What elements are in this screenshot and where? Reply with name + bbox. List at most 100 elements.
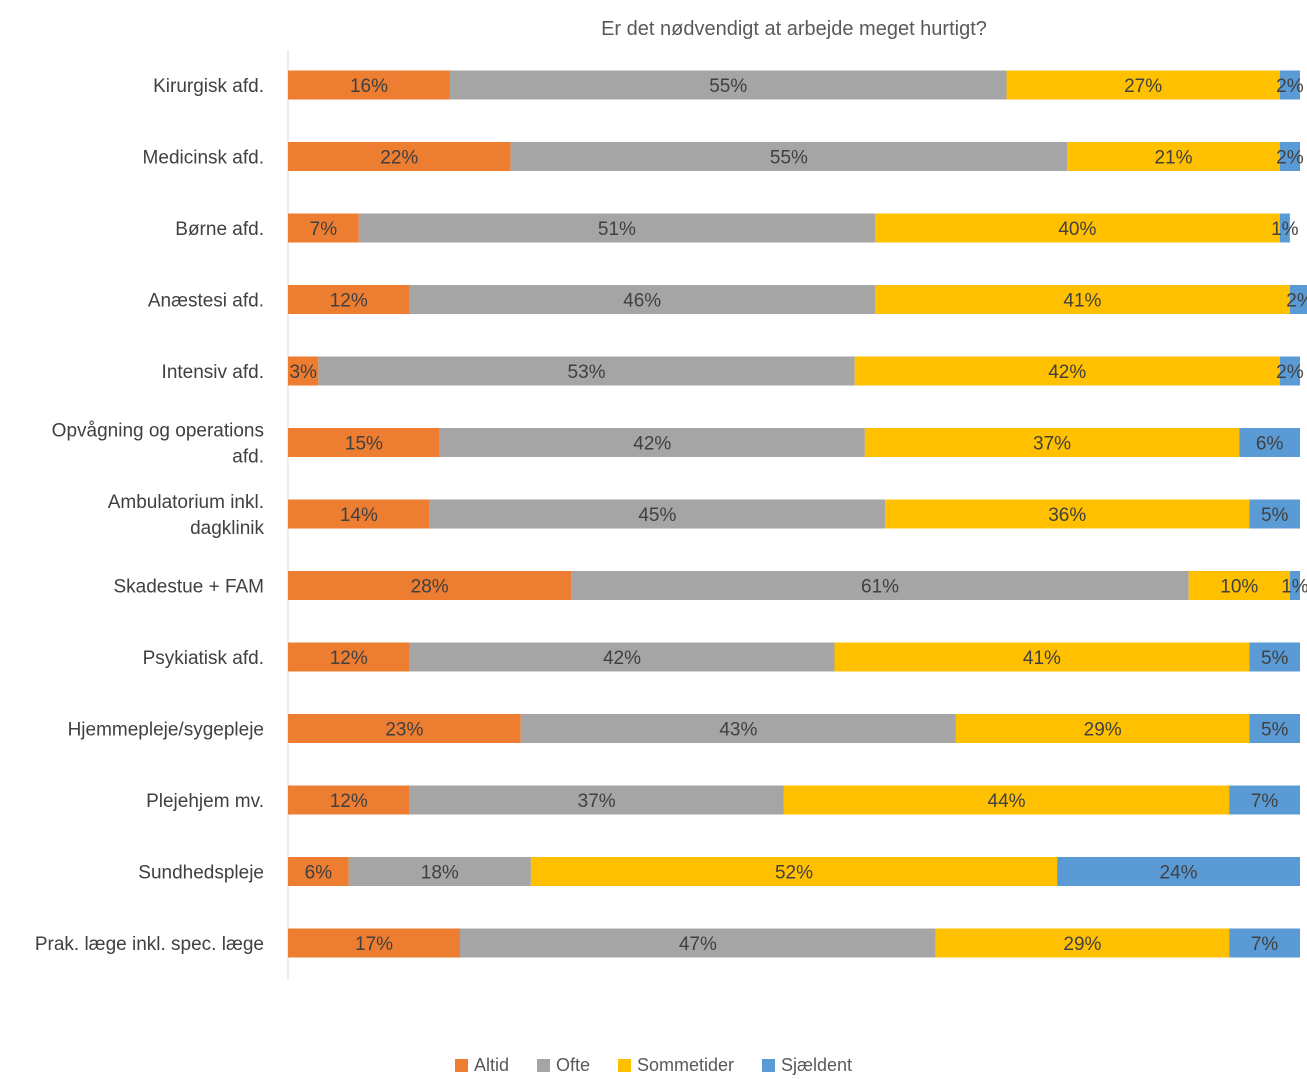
category-label: Opvågning og operations afd.	[52, 421, 264, 468]
data-label: 5%	[1261, 720, 1289, 741]
bar-segment-altid	[288, 428, 440, 457]
data-label: 29%	[1063, 934, 1101, 955]
bar-segment-sjældent	[1229, 785, 1300, 815]
bar-segment-sommetider	[955, 714, 1250, 743]
bar-segment-ofte	[358, 213, 875, 243]
bar-segment-ofte	[571, 571, 1189, 600]
legend-item: Sommetider	[617, 1055, 734, 1076]
legend-item: Ofte	[536, 1055, 590, 1076]
category-label: Ambulatorium inkl. dagklinik	[108, 492, 265, 539]
category-label: Anæstesi afd.	[148, 291, 264, 312]
data-label: 61%	[861, 577, 899, 598]
data-label: 23%	[385, 720, 423, 741]
bar-segment-ofte	[318, 356, 855, 386]
data-label: 28%	[411, 577, 449, 598]
bar-segment-ofte	[409, 285, 875, 314]
bar-segment-sjældent	[1057, 857, 1300, 886]
category-label: Prak. læge inkl. spec. læge	[35, 934, 264, 955]
data-label: 42%	[603, 648, 641, 669]
bar-segment-sjældent	[1239, 428, 1300, 457]
bar-segment-sjældent	[1279, 142, 1300, 171]
data-label: 44%	[988, 791, 1026, 812]
bar-segment-ofte	[409, 785, 784, 815]
bar-segment-sommetider	[783, 785, 1230, 815]
bar-segment-sjældent	[1279, 70, 1300, 100]
data-label: 14%	[340, 505, 378, 526]
data-label: 22%	[380, 148, 418, 169]
bar-segment-sommetider	[854, 356, 1280, 386]
data-label: 2%	[1276, 362, 1304, 383]
bar-segment-altid	[288, 642, 410, 672]
bar-segment-altid	[288, 714, 521, 743]
bar-segment-ofte	[348, 857, 531, 886]
bar-segment-sommetider	[834, 642, 1250, 672]
data-label: 42%	[1048, 362, 1086, 383]
bar-segment-ofte	[510, 142, 1068, 171]
bar-segment-sommetider	[1006, 70, 1280, 100]
data-label: 29%	[1084, 720, 1122, 741]
data-label: 41%	[1063, 291, 1101, 312]
data-label: 7%	[310, 219, 338, 240]
bar-segment-altid	[288, 499, 430, 529]
bar-segment-altid	[288, 285, 410, 314]
bar-segment-sommetider	[530, 857, 1058, 886]
legend-swatch	[617, 1059, 631, 1072]
bar-segment-ofte	[439, 428, 865, 457]
category-label: Kirurgisk afd.	[153, 76, 264, 97]
bar-segment-sommetider	[1188, 571, 1290, 600]
legend-swatch	[762, 1059, 775, 1072]
data-label: 12%	[330, 648, 368, 669]
data-label: 1%	[1271, 219, 1299, 240]
data-label: 27%	[1124, 76, 1162, 97]
data-label: 12%	[330, 791, 368, 812]
bar-segment-ofte	[520, 714, 956, 743]
legend-item: Altid	[454, 1055, 509, 1076]
data-label: 52%	[775, 863, 813, 884]
bar-segment-sommetider	[935, 928, 1230, 958]
data-label: 12%	[330, 291, 368, 312]
bar-segment-altid	[288, 142, 511, 171]
bar-segment-altid	[288, 857, 349, 886]
bar-segment-altid	[288, 928, 461, 958]
bar-segment-ofte	[409, 642, 835, 672]
category-label: Skadestue + FAM	[114, 577, 265, 598]
data-label: 10%	[1220, 577, 1258, 598]
bar-segment-sommetider	[874, 285, 1290, 314]
bar-segment-sjældent	[1289, 285, 1307, 314]
bar-segment-sommetider	[1067, 142, 1280, 171]
data-label: 21%	[1154, 148, 1192, 169]
legend-label: Sommetider	[636, 1055, 734, 1075]
data-label: 2%	[1286, 291, 1307, 312]
bar-segment-sommetider	[885, 499, 1250, 529]
data-label: 51%	[598, 219, 636, 240]
bar-segment-altid	[288, 571, 572, 600]
category-label: Psykiatisk afd.	[143, 648, 264, 669]
data-label: 24%	[1160, 863, 1198, 884]
data-label: 7%	[1251, 791, 1279, 812]
data-label: 41%	[1023, 648, 1061, 669]
legend-swatch	[536, 1059, 550, 1072]
data-label: 37%	[578, 791, 616, 812]
category-label: Plejehjem mv.	[146, 791, 264, 812]
data-label: 47%	[679, 934, 717, 955]
data-label: 3%	[289, 362, 317, 383]
bar-segment-ofte	[429, 499, 886, 529]
bar-segment-ofte	[460, 928, 936, 958]
data-label: 46%	[623, 291, 661, 312]
category-label: Børne afd.	[175, 219, 264, 240]
data-label: 6%	[305, 863, 333, 884]
bar-segment-altid	[288, 356, 319, 386]
data-label: 17%	[355, 934, 393, 955]
data-label: 40%	[1058, 219, 1096, 240]
data-label: 5%	[1261, 648, 1289, 669]
bar-segment-altid	[288, 70, 450, 100]
legend-swatch	[454, 1059, 468, 1072]
bar-segment-sjældent	[1249, 499, 1300, 529]
data-label: 15%	[345, 434, 383, 455]
legend-label: Altid	[473, 1055, 509, 1075]
legend-item: Sjældent	[762, 1055, 852, 1076]
category-label: Medicinsk afd.	[143, 148, 264, 169]
bar-segment-sommetider	[874, 213, 1280, 243]
bar-segment-sjældent	[1249, 714, 1300, 743]
category-label: Hjemmepleje/sygepleje	[68, 720, 264, 741]
